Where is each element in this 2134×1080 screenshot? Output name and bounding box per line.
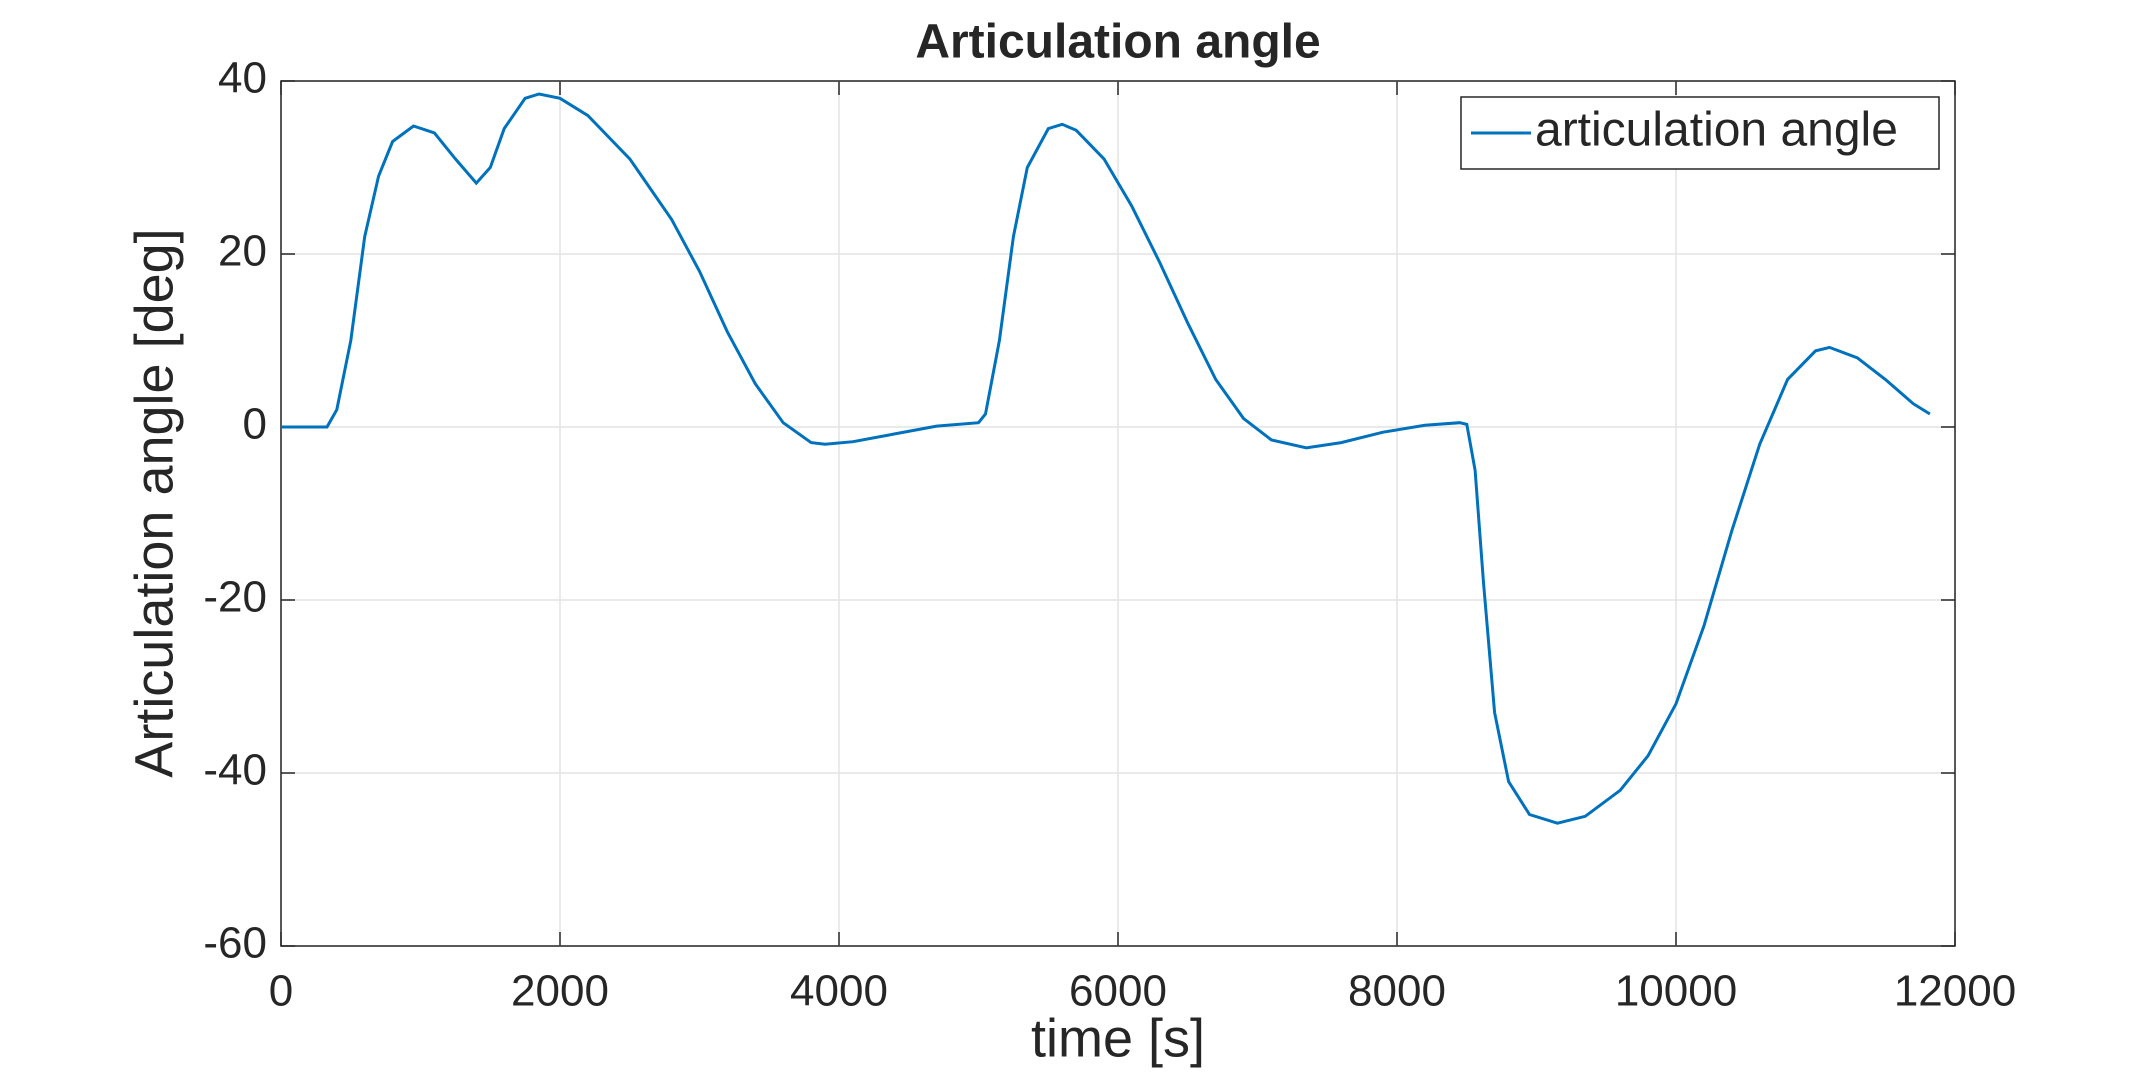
legend: articulation angle [1460,96,1940,170]
y-tick-label: -40 [203,746,267,795]
x-tick-label: 10000 [1615,967,1737,1016]
x-tick-label: 0 [269,967,293,1016]
y-tick-label: 20 [218,227,267,276]
x-tick-label: 4000 [790,967,888,1016]
legend-box [1460,96,1940,170]
y-tick-label: 40 [218,54,267,103]
plot-frame [280,80,1956,947]
x-tick-label: 8000 [1348,967,1446,1016]
y-axis-label: Articulation angle [deg] [124,228,184,777]
y-tick-label: 0 [243,400,267,449]
x-tick-label: 12000 [1894,967,2016,1016]
x-tick-label: 2000 [511,967,609,1016]
data-line [281,92,1931,825]
chart-title: Articulation angle [915,16,1320,69]
y-tick-label: -20 [203,573,267,622]
x-tick-label: 6000 [1069,967,1167,1016]
x-axis-label: time [s] [1031,1008,1205,1068]
y-tick-label: -60 [203,919,267,968]
legend-label: articulation angle [1535,104,1898,157]
